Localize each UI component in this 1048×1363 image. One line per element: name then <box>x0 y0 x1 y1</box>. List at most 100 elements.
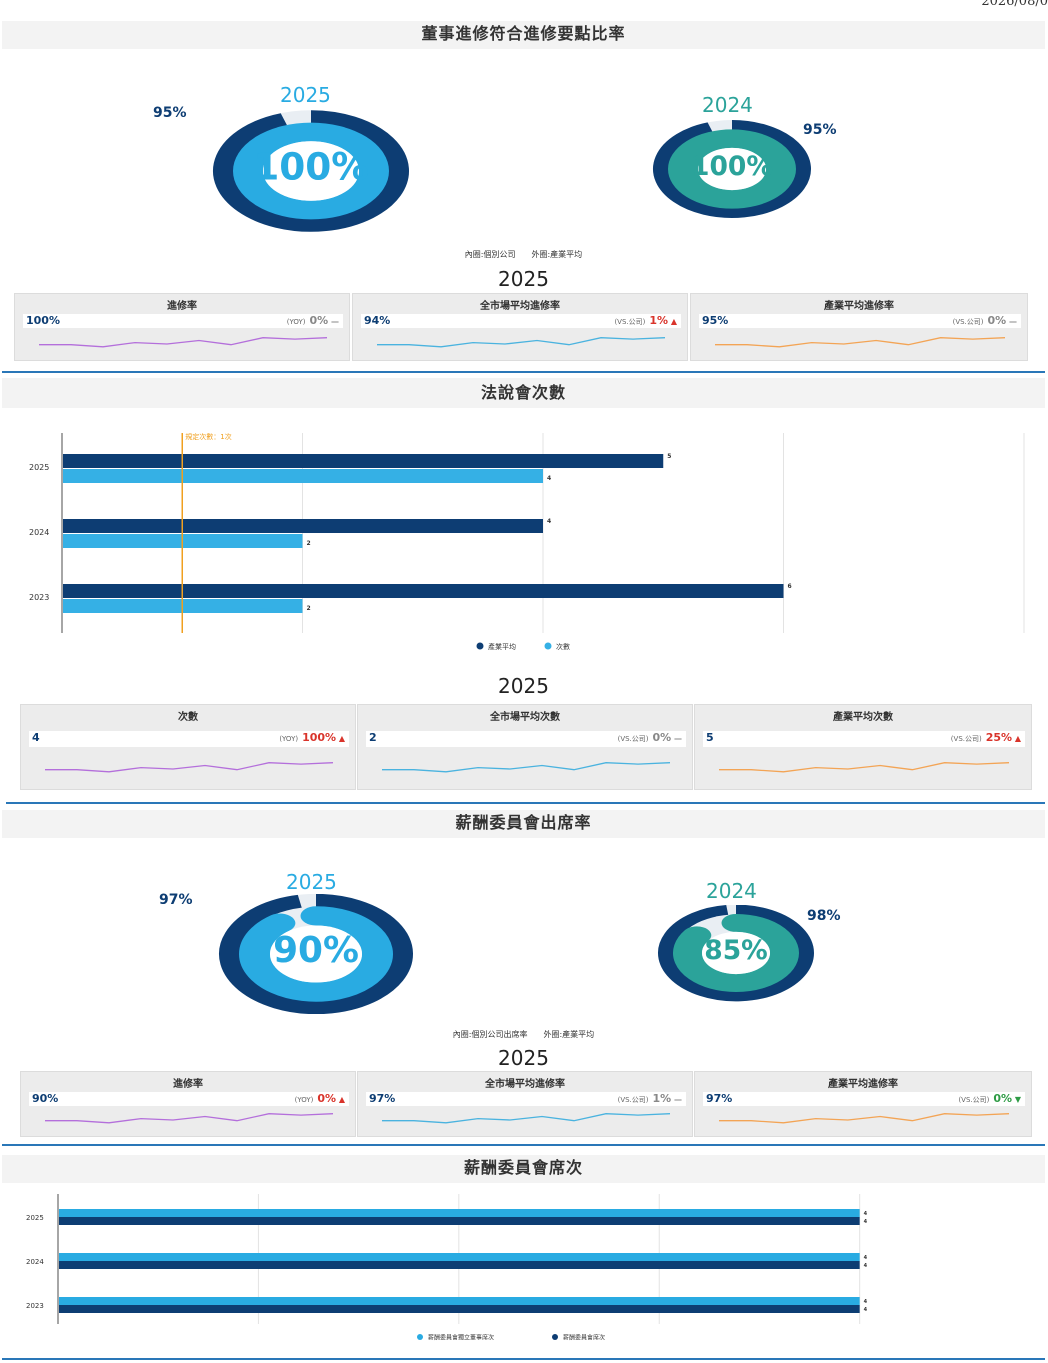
kpi-card: 產業平均進修率 97% (VS.公司) 0% ▼ <box>694 1071 1032 1137</box>
kpi-comparison-value: 25% <box>985 731 1013 744</box>
kpi-comparison: (VS.公司) 1% ▲ <box>614 314 677 327</box>
kpi-comparison: (VS.公司) 0% — <box>618 731 682 744</box>
bar <box>63 584 784 598</box>
kpi-value-row: 95% (VS.公司) 0% — <box>699 314 1021 328</box>
kpi-comparison-label: (VS.公司) <box>614 318 646 326</box>
kpi-comparison-label: (VS.公司) <box>617 735 649 743</box>
donut-year-label: 2024 <box>706 879 757 903</box>
y-tick-label: 2023 <box>29 593 49 602</box>
bar-value-label: 4 <box>864 1219 868 1225</box>
section-investor-conference: 法說會次數 2025 5 4 2024 4 2 2023 6 2 規定次數：1次 產業平均 次數 20… <box>2 378 1045 806</box>
kpi-sparkline <box>39 337 328 348</box>
kpi-title: 產業平均進修率 <box>828 1079 898 1090</box>
kpi-comparison-label: (VS.公司) <box>958 1096 990 1104</box>
section-remuneration-seats: 薪酬委員會席次 2025 4 4 2024 4 4 2023 4 4 薪酬委員會獨立董事席次 薪酬委… <box>2 1155 1045 1361</box>
date-stamp: 2026/08/0 <box>981 0 1048 9</box>
legend-label: 薪酬委員會獨立董事席次 <box>428 1334 494 1342</box>
y-tick-label: 2023 <box>26 1302 44 1310</box>
bar-value-label: 4 <box>547 475 551 482</box>
bar <box>59 1261 860 1269</box>
bar-value-label: 2 <box>307 540 311 547</box>
kpi-sparkline <box>382 1113 671 1124</box>
kpi-card: 全市場平均次數 2 (VS.公司) 0% — <box>357 704 693 790</box>
kpi-value-row: 5 (VS.公司) 25% ▲ <box>703 731 1025 747</box>
kpi-comparison-label: (YOY) <box>279 735 299 743</box>
kpi-value-row: 100% (YOY) 0% — <box>23 314 343 328</box>
trend-arrow-icon: — <box>328 317 339 326</box>
trend-arrow-icon: — <box>671 1095 682 1104</box>
bar-value-label: 5 <box>667 453 671 460</box>
bar <box>59 1253 860 1261</box>
outer-ring-arc <box>219 894 413 1014</box>
trend-arrow-icon: ▲ <box>336 1095 345 1104</box>
kpi-card: 次數 4 (YOY) 100% ▲ <box>20 704 356 790</box>
legend-label: 次數 <box>556 642 570 651</box>
sparkline-path <box>719 762 1010 773</box>
sparkline-path <box>39 337 328 348</box>
donut-chart-2025: 90% <box>219 894 413 1014</box>
sparkline-path <box>382 1113 671 1124</box>
kpi-comparison-value: 1% <box>649 314 669 327</box>
inner-ring-arc <box>233 122 389 220</box>
kpi-value-row: 94% (VS.公司) 1% ▲ <box>361 314 681 328</box>
inner-ring-arc <box>668 129 796 209</box>
legend-marker <box>417 1334 423 1340</box>
kpi-value: 95% <box>702 314 729 327</box>
kpi-comparison: (VS.公司) 0% ▼ <box>958 1092 1021 1105</box>
legend-marker <box>476 642 484 650</box>
kpi-comparison-label: (YOY) <box>294 1096 314 1104</box>
donut-year-label: 2025 <box>286 870 337 894</box>
trend-arrow-icon: ▼ <box>1012 1095 1021 1104</box>
kpi-comparison-label: (YOY) <box>286 318 306 326</box>
kpi-value: 97% <box>369 1092 396 1105</box>
section-divider <box>6 802 1045 804</box>
donut-center-value: 100% <box>691 151 773 182</box>
outer-ring-arc <box>658 905 814 1002</box>
sparkline-path <box>377 337 666 348</box>
kpi-sparkline <box>377 337 666 348</box>
kpi-title: 全市場平均進修率 <box>480 301 560 312</box>
bar <box>63 519 543 533</box>
sparkline-path <box>719 1113 1010 1124</box>
legend-marker <box>552 1334 558 1340</box>
donut-year-label: 2025 <box>280 83 331 107</box>
kpi-comparison-value: 0% <box>309 314 329 327</box>
y-tick-label: 2024 <box>26 1258 44 1266</box>
kpi-sparkline <box>45 1113 334 1124</box>
donut-center-value: 100% <box>253 144 369 188</box>
donut-outer-label: 95% <box>803 122 837 138</box>
section-divider <box>2 1144 1045 1146</box>
kpi-comparison-value: 0% <box>987 314 1007 327</box>
kpi-year-title: 2025 <box>498 1046 549 1070</box>
kpi-comparison: (YOY) 0% — <box>287 314 339 327</box>
kpi-comparison-label: (VS.公司) <box>617 1096 649 1104</box>
section-divider <box>2 371 1045 373</box>
legend-label: 產業平均 <box>488 642 516 651</box>
donut-center-value: 90% <box>273 930 359 971</box>
kpi-comparison: (VS.公司) 0% — <box>953 314 1017 327</box>
kpi-title: 產業平均進修率 <box>824 301 894 312</box>
kpi-value: 100% <box>26 314 60 327</box>
bar <box>59 1217 860 1225</box>
kpi-sparkline <box>715 337 1006 348</box>
outer-ring-arc <box>213 110 409 232</box>
kpi-comparison-label: (VS.公司) <box>952 318 984 326</box>
sparkline-path <box>382 762 671 773</box>
y-tick-label: 2024 <box>29 528 49 537</box>
kpi-value-row: 97% (VS.公司) 1% — <box>366 1092 686 1106</box>
donut-hole <box>270 925 362 983</box>
kpi-value: 90% <box>32 1092 59 1105</box>
bar-chart-committee-seats: 2025 4 4 2024 4 4 2023 4 4 薪酬委員會獨立董事席次 薪酬委員會席次 <box>26 1194 868 1342</box>
donut-hole <box>702 931 770 975</box>
kpi-comparison-value: 0% <box>652 731 672 744</box>
trend-arrow-icon: ▲ <box>668 317 677 326</box>
section-title: 董事進修符合進修要點比率 <box>2 21 1045 49</box>
kpi-comparison-label: (VS.公司) <box>950 735 982 743</box>
kpi-title: 進修率 <box>167 301 197 312</box>
donut-legend-note: 內圈:個別公司出席率 外圈:產業平均 <box>452 1030 595 1039</box>
bar <box>59 1297 860 1305</box>
kpi-title: 次數 <box>178 712 198 723</box>
kpi-comparison: (VS.公司) 25% ▲ <box>951 731 1021 744</box>
kpi-comparison-value: 100% <box>302 731 337 744</box>
kpi-value-row: 97% (VS.公司) 0% ▼ <box>703 1092 1025 1106</box>
